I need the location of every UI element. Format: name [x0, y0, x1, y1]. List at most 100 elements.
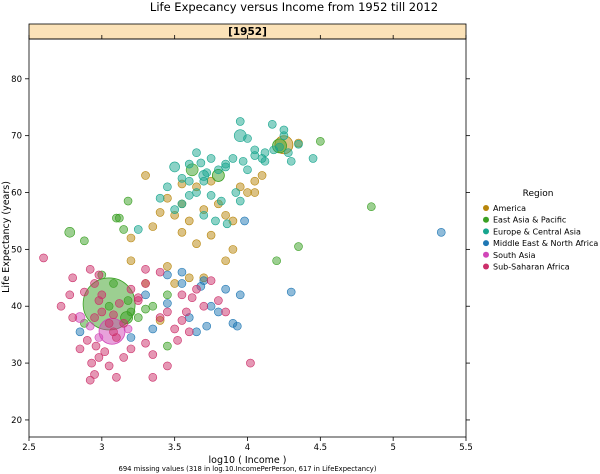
- data-point: [231, 188, 241, 197]
- data-point: [228, 154, 238, 163]
- data-point: [97, 307, 107, 317]
- legend-swatch: [483, 263, 489, 270]
- data-point: [199, 301, 209, 311]
- legend-label: Middle East & North Africa: [493, 239, 598, 248]
- data-point: [177, 174, 187, 183]
- data-point: [221, 162, 230, 172]
- data-point: [169, 161, 180, 173]
- data-point: [250, 151, 260, 160]
- data-point: [257, 171, 267, 180]
- data-point: [163, 270, 172, 280]
- data-point: [126, 284, 136, 294]
- data-point: [238, 156, 248, 166]
- data-point: [126, 344, 136, 354]
- data-point: [133, 225, 143, 234]
- data-point: [141, 290, 150, 300]
- legend-label: East Asia & Pacific: [493, 216, 566, 225]
- data-point: [260, 156, 270, 166]
- data-point: [163, 307, 172, 317]
- data-point: [184, 216, 194, 226]
- data-point: [163, 361, 172, 371]
- data-point: [184, 327, 194, 337]
- data-point: [221, 307, 230, 317]
- data-point: [68, 313, 77, 322]
- data-point: [123, 296, 133, 305]
- data-point: [75, 327, 85, 337]
- data-point: [155, 313, 165, 322]
- data-point: [109, 310, 118, 320]
- data-point: [192, 148, 201, 158]
- data-point: [109, 279, 118, 288]
- legend-title: Region: [523, 189, 554, 199]
- data-point: [177, 279, 187, 288]
- data-point: [148, 372, 158, 382]
- data-point: [196, 158, 206, 168]
- data-point: [155, 208, 165, 217]
- data-point: [119, 353, 128, 362]
- data-point: [56, 301, 66, 311]
- data-point: [184, 273, 194, 283]
- y-tick-label: 30: [11, 359, 22, 369]
- data-point: [75, 344, 85, 354]
- series-3: [75, 216, 446, 342]
- data-point: [112, 213, 121, 223]
- x-axis: 2.5 3 3.5 4 4.5 5 5.5: [22, 35, 473, 453]
- data-point: [192, 188, 201, 197]
- data-point: [221, 256, 230, 266]
- data-point: [250, 176, 260, 186]
- legend-item: East Asia & Pacific: [483, 216, 566, 225]
- data-point: [141, 171, 150, 180]
- data-point: [228, 245, 238, 254]
- data-point: [206, 276, 216, 285]
- y-tick-label: 20: [11, 416, 22, 426]
- legend-label: Sub-Saharan Africa: [493, 263, 570, 272]
- data-point: [286, 156, 296, 166]
- y-tick-label: 60: [11, 189, 22, 199]
- data-point: [163, 341, 172, 351]
- data-point: [119, 225, 128, 234]
- data-point: [148, 301, 158, 311]
- points-layer: [39, 117, 446, 385]
- x-tick-label: 5: [390, 443, 395, 453]
- data-point: [126, 333, 136, 342]
- data-point: [123, 196, 133, 206]
- data-point: [112, 333, 121, 342]
- data-point: [202, 321, 212, 331]
- x-tick-label: 4.5: [314, 443, 328, 453]
- data-point: [94, 333, 104, 342]
- data-point: [206, 191, 216, 200]
- data-point: [119, 318, 128, 328]
- y-axis-label: Life Expectancy (years): [1, 181, 12, 293]
- data-point: [235, 117, 245, 126]
- data-point: [294, 242, 303, 251]
- data-point: [272, 256, 281, 266]
- data-point: [82, 336, 92, 345]
- data-point: [39, 253, 48, 263]
- data-point: [94, 270, 104, 280]
- data-point: [90, 279, 99, 288]
- y-tick-label: 50: [11, 245, 22, 255]
- legend-label: America: [493, 204, 526, 213]
- data-point: [87, 358, 96, 368]
- series-5: [39, 253, 255, 385]
- data-point: [80, 236, 89, 246]
- data-point: [316, 137, 325, 146]
- series-0: [126, 135, 303, 325]
- data-point: [192, 327, 201, 337]
- data-point: [115, 299, 124, 308]
- data-point: [214, 165, 223, 175]
- data-point: [436, 228, 446, 237]
- legend-swatch: [483, 205, 489, 211]
- legend-swatch: [483, 240, 489, 247]
- data-point: [155, 193, 165, 203]
- legend-item: Middle East & North Africa: [483, 239, 598, 248]
- data-point: [192, 239, 201, 248]
- data-point: [148, 350, 158, 359]
- data-point: [141, 279, 150, 288]
- data-point: [177, 290, 187, 300]
- data-point: [133, 313, 143, 322]
- data-point: [170, 205, 179, 214]
- data-point: [240, 216, 249, 226]
- data-point: [206, 230, 216, 240]
